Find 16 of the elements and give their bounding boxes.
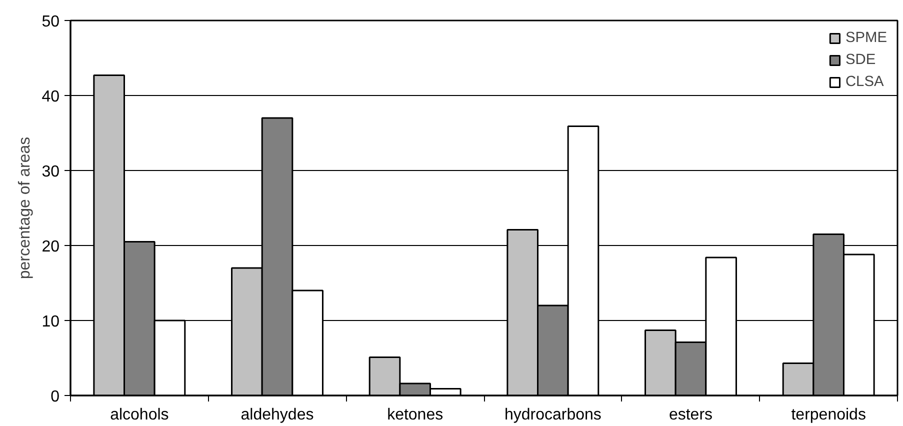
y-tick-label: 0 [50,388,60,406]
y-tick-label: 40 [42,88,60,106]
legend-label: SDE [845,52,876,68]
y-axis-title: percentage of areas [16,136,34,280]
y-tick-label: 20 [42,238,60,256]
y-tick-label: 30 [42,164,60,180]
x-tick-label: ketones [387,406,444,424]
y-tick-label: 10 [42,314,60,330]
x-tick-label: hydrocarbons [504,406,602,424]
y-tick-label: 50 [42,14,60,30]
legend-label: SPME [845,30,887,46]
x-tick-label: alcohols [110,406,169,424]
x-tick-label: terpenoids [791,406,866,424]
x-tick-label: esters [668,406,713,424]
x-tick-label: aldehydes [240,406,314,424]
legend-label: CLSA [845,74,884,90]
